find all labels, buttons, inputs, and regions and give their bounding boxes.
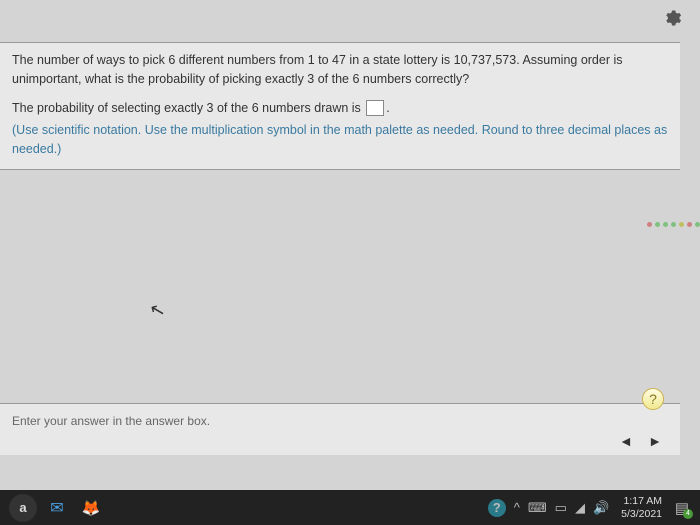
wifi-icon[interactable]: ◢ [575,500,585,516]
instruction-text: (Use scientific notation. Use the multip… [12,121,668,159]
footer-bar: ? Enter your answer in the answer box. ◄… [0,403,680,455]
prompt-after: . [386,101,389,115]
clock[interactable]: 1:17 AM 5/3/2021 [621,495,662,520]
cursor-icon: ↖ [148,298,168,322]
firefox-icon[interactable]: 🦊 [77,494,105,522]
question-intro: The number of ways to pick 6 different n… [12,51,668,89]
question-prompt: The probability of selecting exactly 3 o… [12,99,668,118]
keyboard-icon[interactable]: ⌨ [528,500,547,516]
taskbar: a ✉ 🦊 ? ^ ⌨ ▭ ◢ 🔊 1:17 AM 5/3/2021 ▤4 [0,490,700,525]
mail-icon[interactable]: ✉ [43,494,71,522]
nav-arrows: ◄ ► [613,433,668,449]
volume-icon[interactable]: 🔊 [593,500,609,516]
gear-icon[interactable] [662,8,682,28]
answer-input-box[interactable] [366,100,384,116]
page-indicator-dots [647,222,700,227]
content-area: The number of ways to pick 6 different n… [0,0,700,490]
chevron-up-icon[interactable]: ^ [514,500,520,515]
edge-browser-icon[interactable]: a [9,494,37,522]
next-button[interactable]: ► [648,433,662,449]
notif-badge: 4 [683,509,693,519]
clock-date: 5/3/2021 [621,508,662,521]
answer-hint: Enter your answer in the answer box. [12,414,668,428]
notifications-icon[interactable]: ▤4 [673,499,691,517]
help-tray-icon[interactable]: ? [488,499,506,517]
clock-time: 1:17 AM [621,495,662,508]
prev-button[interactable]: ◄ [619,433,633,449]
battery-icon[interactable]: ▭ [555,500,567,516]
question-panel: The number of ways to pick 6 different n… [0,42,680,170]
system-tray: ? ^ ⌨ ▭ ◢ 🔊 [488,499,609,517]
prompt-before: The probability of selecting exactly 3 o… [12,101,364,115]
help-button[interactable]: ? [642,388,664,410]
